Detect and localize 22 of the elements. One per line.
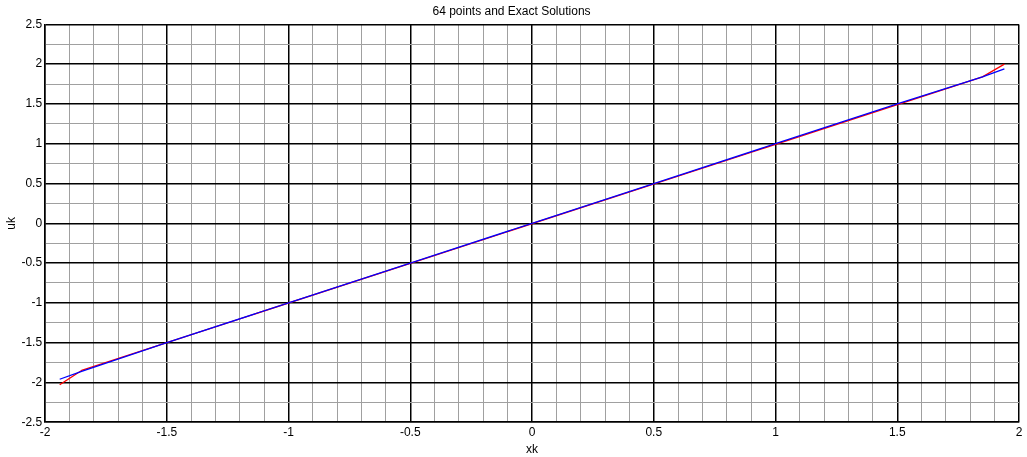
- y-tick-label: 0: [35, 215, 43, 230]
- y-tick-label: 2.5: [25, 16, 43, 31]
- chart-title: 64 points and Exact Solutions: [432, 3, 591, 18]
- y-tick-label: -2: [31, 374, 43, 389]
- x-tick-label: 0: [528, 424, 536, 439]
- y-tick-label: 1.5: [25, 96, 43, 111]
- y-tick-label: 2: [35, 56, 43, 71]
- y-tick-label: -1.5: [21, 334, 43, 349]
- x-tick-label: 2: [1015, 424, 1023, 439]
- x-tick-label: 1: [772, 424, 780, 439]
- y-tick-label: -1: [31, 295, 43, 310]
- x-axis-title: xk: [526, 442, 540, 457]
- x-tick-label: -0.5: [399, 424, 421, 439]
- x-tick-label: -1: [283, 424, 295, 439]
- y-tick-label: -0.5: [21, 255, 43, 270]
- x-tick-label: 0.5: [645, 424, 663, 439]
- x-tick-label: 1.5: [888, 424, 906, 439]
- y-axis-title: uk: [3, 215, 18, 230]
- y-tick-label: -2.5: [21, 414, 43, 429]
- y-tick-label: 1: [35, 136, 43, 151]
- y-tick-label: 0.5: [25, 175, 43, 190]
- x-tick-label: -1.5: [156, 424, 178, 439]
